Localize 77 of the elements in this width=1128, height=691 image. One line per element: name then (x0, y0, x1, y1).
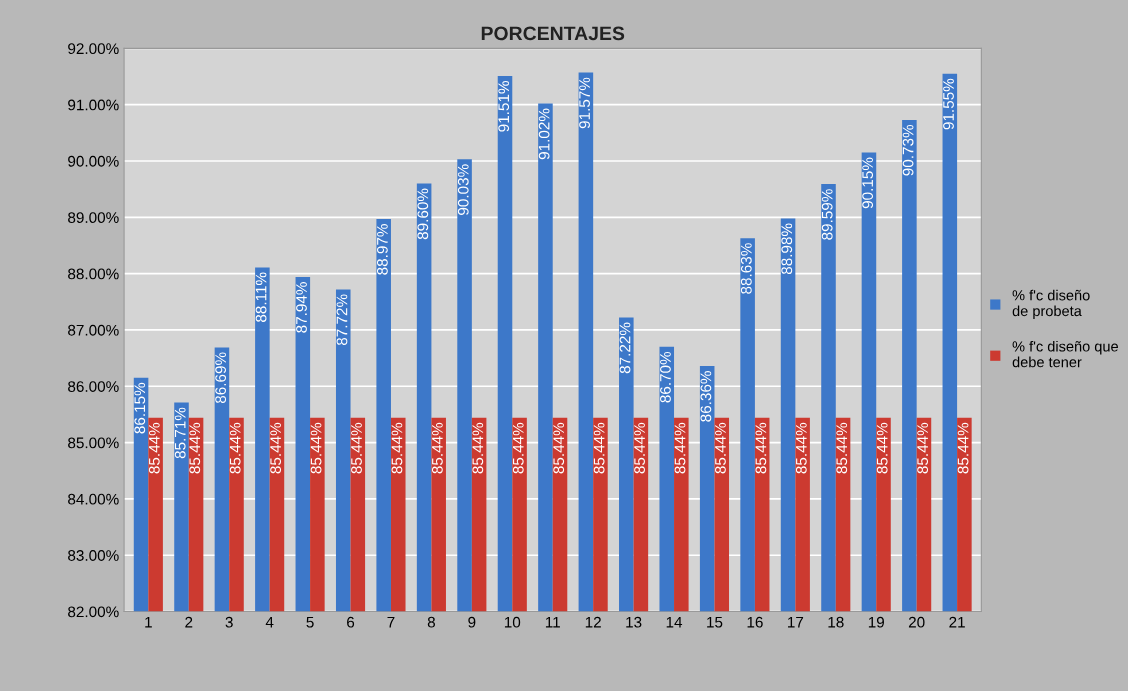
data-label: 85.44% (148, 422, 160, 474)
data-label: 86.36% (700, 371, 712, 422)
y-tick-label: 88.00% (68, 268, 119, 280)
data-label: 85.44% (674, 422, 686, 474)
data-label: 85.44% (229, 422, 241, 474)
data-label: 88.63% (740, 243, 752, 294)
y-tick-label: 91.00% (68, 99, 119, 111)
x-tick-label: 18 (828, 616, 844, 628)
x-tick-label: 5 (306, 616, 314, 628)
x-tick-label: 3 (225, 616, 233, 628)
x-tick-label: 12 (585, 616, 601, 628)
data-label: 91.55% (943, 78, 954, 130)
x-tick-label: 9 (468, 616, 476, 628)
x-tick-label: 19 (868, 616, 884, 628)
y-tick-label: 90.00% (68, 155, 119, 167)
data-label: 87.94% (296, 282, 307, 333)
y-tick-label: 87.00% (68, 324, 119, 336)
data-label: 91.51% (498, 81, 510, 132)
data-label: 85.44% (715, 422, 726, 474)
data-label: 85.44% (795, 422, 807, 474)
y-tick-label: 84.00% (68, 493, 119, 505)
x-tick-label: 2 (185, 616, 193, 628)
x-tick-label: 13 (626, 616, 642, 628)
legend-label: % f'c diseño que debe tener (1012, 340, 1118, 368)
data-label: 85.44% (270, 422, 282, 474)
data-label: 85.44% (553, 422, 565, 474)
data-label: 89.59% (821, 189, 833, 240)
x-tick-label: 11 (545, 616, 560, 628)
data-label: 86.15% (134, 382, 146, 434)
x-tick-label: 17 (788, 616, 804, 628)
data-label: 86.70% (660, 351, 671, 403)
data-label: 85.44% (351, 422, 362, 474)
x-tick-label: 21 (949, 616, 965, 628)
data-label: 91.02% (538, 108, 550, 160)
y-tick-label: 86.00% (68, 381, 119, 392)
data-label: 85.71% (174, 407, 186, 459)
x-tick-label: 8 (427, 616, 435, 628)
x-tick-label: 7 (387, 616, 395, 628)
data-label: 88.97% (376, 224, 388, 275)
x-tick-label: 10 (504, 616, 521, 628)
data-label: 85.44% (431, 422, 443, 474)
chart-title: PORCENTAJES (481, 26, 625, 41)
data-label: 85.44% (634, 422, 645, 474)
x-tick-label: 20 (908, 616, 925, 628)
y-tick-label: 83.00% (68, 550, 119, 561)
data-label: 88.11% (255, 272, 267, 322)
data-label: 87.22% (619, 322, 631, 374)
data-label: 85.44% (189, 422, 201, 474)
x-tick-label: 14 (666, 616, 683, 628)
x-tick-label: 4 (265, 616, 274, 628)
data-label: 85.44% (917, 422, 929, 474)
x-tick-label: 16 (747, 616, 763, 628)
data-label: 90.73% (902, 124, 914, 176)
data-label: 85.44% (593, 422, 605, 474)
data-label: 85.44% (957, 422, 969, 474)
data-label: 90.15% (862, 157, 874, 209)
data-label: 85.44% (391, 422, 403, 474)
y-tick-label: 92.00% (68, 43, 119, 55)
data-label: 86.69% (215, 352, 227, 404)
data-label: 91.57% (579, 77, 590, 129)
y-tick-label: 89.00% (68, 212, 119, 224)
data-label: 85.44% (310, 422, 322, 474)
data-label: 85.44% (755, 422, 767, 474)
data-label: 85.44% (836, 422, 848, 474)
data-label: 85.44% (512, 422, 524, 474)
data-label: 88.98% (781, 223, 793, 275)
data-label: 90.03% (457, 164, 469, 215)
data-label: 87.72% (336, 294, 348, 346)
x-tick-label: 1 (145, 616, 152, 628)
data-label: 89.60% (417, 188, 429, 240)
y-tick-label: 82.00% (68, 606, 119, 618)
x-tick-label: 6 (347, 616, 355, 628)
legend-label: % f'c diseño de probeta (1012, 289, 1090, 320)
x-tick-label: 15 (707, 616, 723, 628)
y-tick-label: 85.00% (68, 437, 119, 449)
data-label: 85.44% (876, 422, 888, 474)
data-label: 85.44% (472, 422, 484, 474)
